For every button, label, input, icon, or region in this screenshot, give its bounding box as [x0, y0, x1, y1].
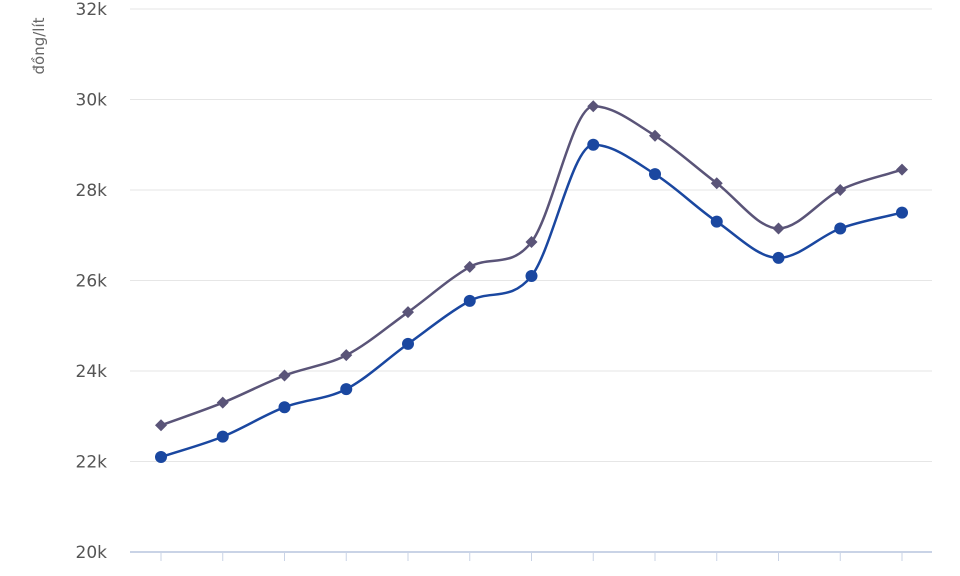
data-point-diamond[interactable]	[587, 100, 600, 113]
data-point-diamond[interactable]	[402, 306, 414, 319]
y-tick-label: 22k	[76, 453, 108, 473]
series-1	[155, 100, 908, 432]
y-tick-label: 28k	[76, 181, 108, 201]
y-tick-label: 20k	[76, 543, 108, 563]
data-point-circle[interactable]	[278, 401, 291, 414]
data-point-circle[interactable]	[340, 383, 353, 396]
x-axis	[160, 553, 903, 561]
y-tick-label: 26k	[76, 272, 108, 292]
data-point-diamond[interactable]	[463, 260, 476, 273]
y-axis-tick-labels: 20k 22k 24k 26k 28k 30k 32k	[76, 0, 108, 563]
data-point-circle[interactable]	[155, 450, 167, 463]
data-point-diamond[interactable]	[834, 184, 847, 196]
data-point-diamond[interactable]	[278, 369, 291, 382]
y-tick-label: 24k	[76, 362, 108, 382]
data-point-diamond[interactable]	[772, 222, 785, 235]
grid-lines	[130, 8, 932, 553]
series-line	[159, 105, 904, 427]
data-point-circle[interactable]	[402, 337, 414, 350]
data-point-circle[interactable]	[463, 294, 476, 307]
y-tick-label: 30k	[76, 91, 108, 111]
series-2	[155, 138, 908, 463]
data-point-diamond[interactable]	[525, 236, 538, 249]
series-line	[159, 143, 904, 459]
y-axis-title: đồng/lít	[30, 17, 48, 74]
data-point-circle[interactable]	[587, 138, 600, 151]
data-point-circle[interactable]	[525, 269, 538, 282]
data-point-diamond[interactable]	[710, 177, 723, 190]
data-point-circle[interactable]	[834, 222, 847, 235]
data-point-diamond[interactable]	[896, 163, 908, 176]
data-point-diamond[interactable]	[216, 396, 229, 409]
data-point-diamond[interactable]	[155, 419, 167, 432]
data-point-diamond[interactable]	[649, 129, 661, 142]
data-point-circle[interactable]	[896, 206, 908, 219]
series-layer	[155, 100, 908, 463]
y-tick-label: 32k	[76, 0, 108, 20]
data-point-circle[interactable]	[710, 215, 723, 228]
data-point-circle[interactable]	[216, 430, 229, 443]
data-point-circle[interactable]	[649, 168, 661, 181]
data-point-diamond[interactable]	[340, 349, 353, 362]
data-point-circle[interactable]	[772, 251, 785, 264]
